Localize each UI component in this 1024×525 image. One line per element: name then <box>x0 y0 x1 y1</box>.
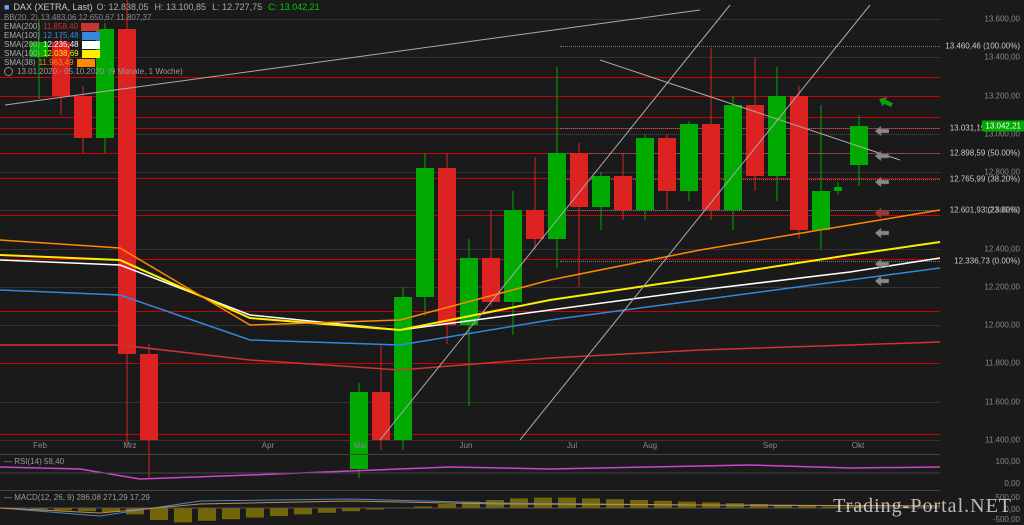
y-axis: 11.400,0011.600,0011.800,0012.000,0012.2… <box>940 0 1024 440</box>
y-tick-label: 11.800,00 <box>985 359 1020 368</box>
candle <box>372 0 390 440</box>
x-tick-label: Sep <box>763 441 777 450</box>
x-tick-label: Aug <box>643 441 657 450</box>
candle <box>350 0 368 440</box>
candle <box>416 0 434 440</box>
y-tick-label: 13.200,00 <box>984 91 1020 100</box>
candle <box>460 0 478 440</box>
x-axis: Feb Mrz Apr Mai Jun Jul Aug Sep Okt <box>0 436 940 450</box>
candle <box>724 0 742 440</box>
candle <box>812 0 830 440</box>
rsi-panel[interactable]: — RSI(14) 58,40 0,00100,00 <box>0 454 940 490</box>
macd-panel[interactable]: — MACD(12, 26, 9) 286,08 271,29 17,29 -5… <box>0 490 940 524</box>
candle <box>526 0 544 440</box>
clock-icon <box>4 67 13 76</box>
candle <box>658 0 676 440</box>
rsi-tick: 0,00 <box>1004 479 1020 488</box>
y-tick-label: 13.600,00 <box>984 15 1020 24</box>
marker-arrow <box>875 205 887 215</box>
chart-container: ■ DAX (XETRA, Last) O: 12.838,05H: 13.10… <box>0 0 1024 524</box>
candle <box>548 0 566 440</box>
watermark: Trading-Portal.NET <box>833 495 1012 518</box>
chart-header: ■ DAX (XETRA, Last) O: 12.838,05H: 13.10… <box>4 2 326 76</box>
y-tick-label: 12.400,00 <box>984 244 1020 253</box>
x-tick-label: Feb <box>33 441 47 450</box>
rsi-tick: 100,00 <box>996 457 1020 466</box>
y-tick-label: 12.000,00 <box>984 321 1020 330</box>
candle <box>834 0 842 440</box>
marker-arrow <box>875 174 887 184</box>
candle <box>438 0 456 440</box>
candle <box>636 0 654 440</box>
fib-label: 12.765,99 (38.20%) <box>950 174 1020 183</box>
y-tick-label: 11.400,00 <box>985 436 1020 445</box>
ema100-label: EMA(100)12.175,48 <box>4 31 326 40</box>
candle <box>504 0 522 440</box>
x-tick-label: Apr <box>262 441 274 450</box>
y-tick-label: 12.200,00 <box>984 282 1020 291</box>
candle <box>790 0 808 440</box>
ohlc-values: O: 12.838,05H: 13.100,85L: 12.727,75C: 1… <box>96 2 325 12</box>
y-tick-label: 11.600,00 <box>985 397 1020 406</box>
fib-label: 12.601,93 (23.60%) <box>950 206 1020 215</box>
marker-arrow <box>875 256 887 266</box>
x-tick-label: Jun <box>460 441 473 450</box>
current-price-badge: 13.042,21 <box>982 120 1024 131</box>
candle <box>482 0 500 440</box>
sma38-label: SMA(38)11.963,49 <box>4 58 326 67</box>
candle <box>680 0 698 440</box>
x-tick-label: Jul <box>567 441 577 450</box>
fib-label: 13.460,46 (100.00%) <box>945 41 1020 50</box>
candle <box>592 0 610 440</box>
fib-label: 12.898,59 (50.00%) <box>950 149 1020 158</box>
candle <box>394 0 412 440</box>
x-tick-label: Mai <box>354 441 367 450</box>
bb-label: BB(20, 2)13.483,06 12.650,67 11.807,37 <box>4 13 326 22</box>
symbol-label: DAX (XETRA, Last) <box>13 2 92 12</box>
fib-label: 12.336,73 (0.00%) <box>954 256 1020 265</box>
candle <box>746 0 764 440</box>
candle <box>850 0 868 440</box>
candle <box>614 0 632 440</box>
marker-arrow <box>878 92 893 106</box>
candle <box>768 0 786 440</box>
sma200-label: SMA(200)12.235,48 <box>4 40 326 49</box>
marker-arrow <box>875 123 887 133</box>
marker-arrow <box>875 148 887 158</box>
ema200-label: EMA(200)11.858,40 <box>4 22 326 31</box>
y-tick-label: 13.400,00 <box>984 53 1020 62</box>
candle <box>570 0 588 440</box>
marker-arrow <box>875 225 887 235</box>
x-tick-label: Mrz <box>123 441 136 450</box>
candle <box>702 0 720 440</box>
marker-arrow <box>875 273 887 283</box>
sma100-label: SMA(100)12.038,69 <box>4 49 326 58</box>
x-tick-label: Okt <box>852 441 864 450</box>
date-range: 13.01.2020 - 05.10.2020 (9 Monate, 1 Woc… <box>4 67 326 76</box>
